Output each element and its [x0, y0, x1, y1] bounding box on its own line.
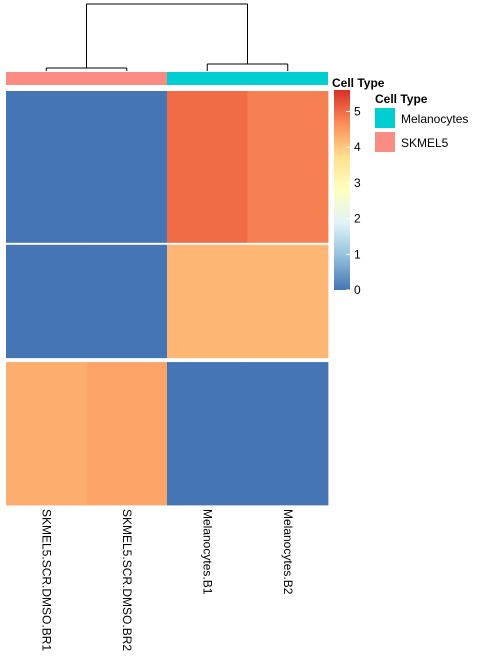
legend-swatch — [375, 132, 395, 152]
heatmap-cell — [86, 362, 168, 506]
column-dendrogram — [45, 3, 289, 71]
heatmap-cell — [247, 242, 329, 246]
heatmap-cell — [86, 244, 168, 359]
heatmap-cell — [6, 362, 87, 506]
heatmap-cell — [86, 358, 168, 363]
heatmap-cell — [247, 358, 329, 363]
heatmap-cell — [247, 244, 329, 359]
heatmap-cell — [6, 91, 87, 244]
heatmap-cell — [167, 358, 248, 363]
column-label: SKMEL5.SCR.DMSO.BR1 — [39, 509, 53, 651]
column-label: Melanocytes.B1 — [200, 509, 214, 595]
annotation-cell — [6, 72, 87, 85]
heatmap-cell — [6, 358, 87, 363]
heatmap-cell — [86, 242, 168, 246]
heatmap-cell — [6, 242, 87, 246]
legend-label: Melanocytes — [401, 112, 468, 126]
legend-label: SKMEL5 — [401, 136, 449, 150]
colorbar-tick-label: 1 — [354, 247, 361, 261]
heatmap-cell — [167, 244, 248, 359]
heatmap-cell — [86, 91, 168, 244]
annotation-cell — [167, 72, 248, 85]
annotation-cell — [86, 72, 167, 85]
colorbar-tick-label: 5 — [354, 104, 361, 118]
heatmap-cell — [167, 91, 248, 244]
column-label: Melanocytes.B2 — [281, 509, 295, 595]
annotation-legend-title: Cell Type — [375, 92, 428, 106]
colorbar-tick-label: 3 — [354, 176, 361, 190]
legend-swatch — [375, 108, 395, 128]
annotation-cell — [247, 72, 328, 85]
colorbar — [334, 90, 350, 290]
heatmap-cell — [247, 91, 329, 244]
colorbar-tick-label: 0 — [354, 283, 361, 297]
column-labels: SKMEL5.SCR.DMSO.BR1 SKMEL5.SCR.DMSO.BR2 Me… — [39, 509, 295, 651]
heatmap-cell — [167, 362, 248, 506]
heatmap-cell — [6, 244, 87, 359]
heatmap-body — [6, 91, 329, 506]
heatmap-cell — [247, 362, 329, 506]
colorbar-ticks: 0 1 2 3 4 5 — [346, 104, 361, 297]
annotation-track-label: Cell Type — [332, 76, 385, 90]
heatmap-cell — [167, 242, 248, 246]
colorbar-legend: 0 1 2 3 4 5 — [334, 90, 361, 297]
annotation-legend: Cell Type Melanocytes SKMEL5 — [375, 92, 468, 152]
column-annotation-bar — [6, 72, 328, 85]
column-label: SKMEL5.SCR.DMSO.BR2 — [120, 509, 134, 651]
colorbar-tick-label: 2 — [354, 212, 361, 226]
colorbar-tick-label: 4 — [354, 140, 361, 154]
